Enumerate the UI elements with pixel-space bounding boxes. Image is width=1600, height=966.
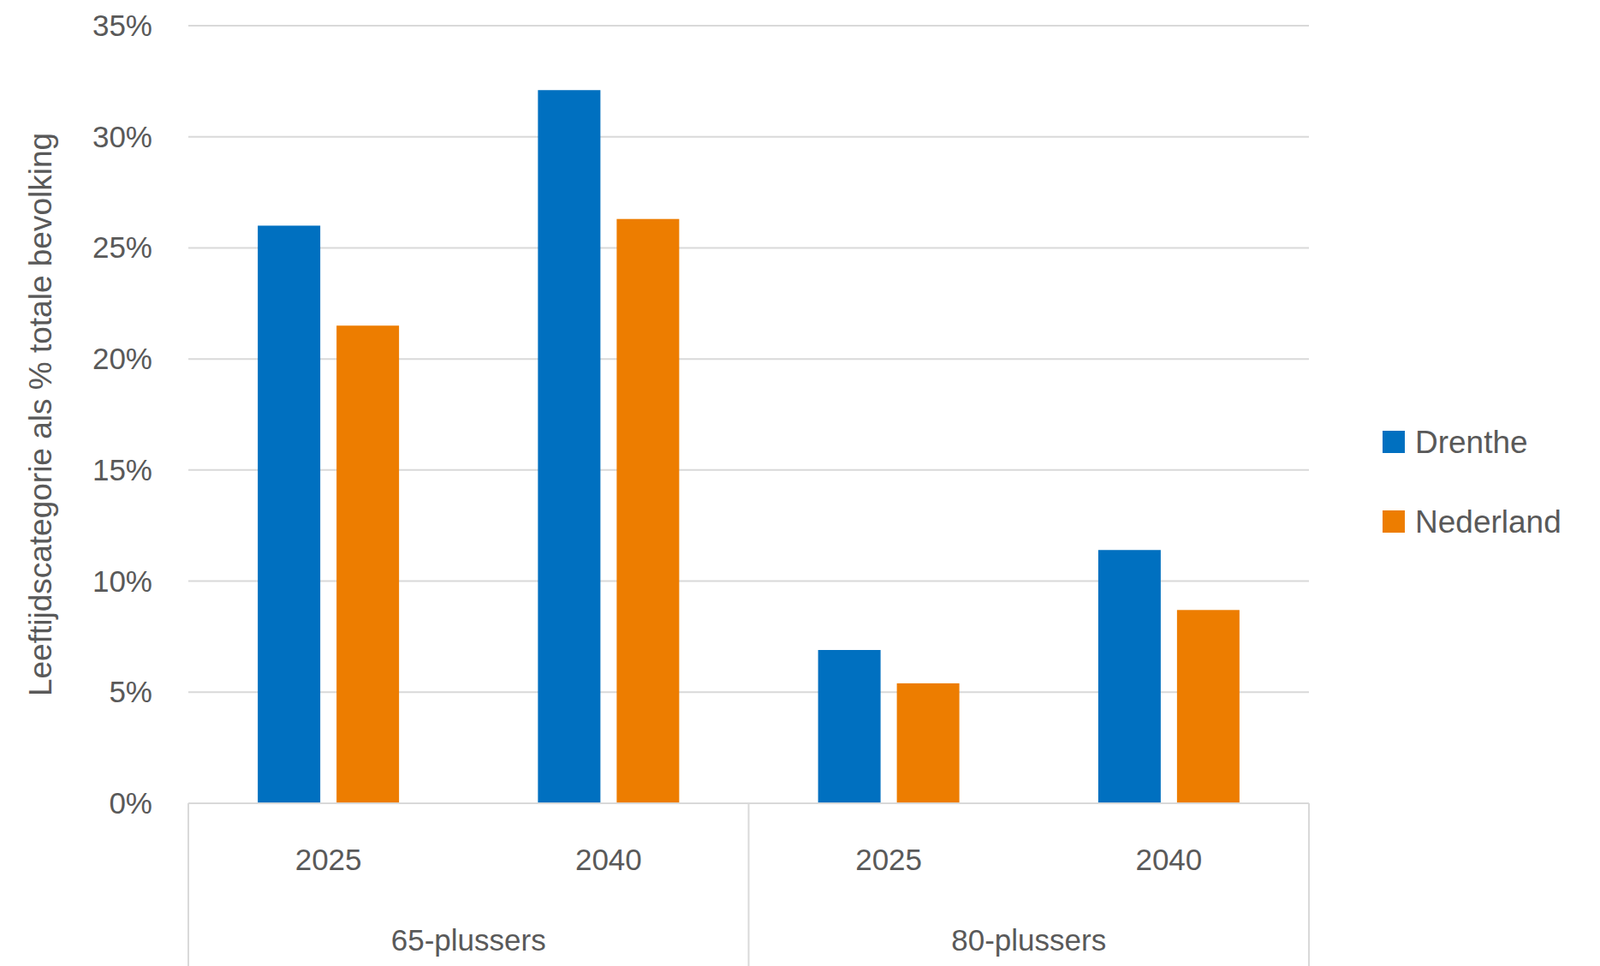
- grid-line: [188, 24, 1309, 27]
- x-tick-label: 2040: [1135, 842, 1202, 876]
- y-tick-label: 0%: [108, 785, 153, 820]
- y-tick-label: 15%: [92, 452, 153, 487]
- legend-label: Drenthe: [1415, 424, 1529, 460]
- x-tick-label: 2025: [855, 842, 922, 876]
- legend-label: Nederland: [1415, 504, 1562, 540]
- bar: [537, 89, 601, 803]
- y-tick-label: 10%: [92, 564, 153, 598]
- x-tick-label: 2025: [295, 842, 363, 876]
- group-divider: [748, 802, 750, 966]
- group-divider: [1308, 802, 1310, 966]
- bar: [616, 219, 679, 803]
- bar: [897, 683, 960, 803]
- y-tick-label: 30%: [92, 119, 153, 154]
- bar: [818, 649, 881, 803]
- y-tick-label: 5%: [108, 674, 153, 708]
- bar: [336, 325, 399, 803]
- bar: [1177, 609, 1240, 803]
- legend-swatch: [1382, 510, 1405, 533]
- y-tick-label: 35%: [92, 8, 153, 42]
- y-tick-label: 20%: [92, 341, 153, 375]
- y-tick-label: 25%: [92, 230, 153, 264]
- grid-line: [188, 136, 1309, 138]
- x-tick-label: 2040: [575, 842, 643, 876]
- legend-swatch: [1382, 430, 1405, 453]
- grid-line: [188, 246, 1309, 249]
- bars: [257, 89, 1240, 803]
- bar: [1098, 549, 1161, 803]
- group-label: 65-plussers: [391, 922, 547, 957]
- bar: [257, 225, 321, 803]
- chart: 0% 5% 10% 15% 20% 25% 30% 35% Leeftijdscategorie…: [0, 0, 1600, 966]
- group-divider: [187, 802, 190, 966]
- y-axis-title: Leeftijdscategorie als % totale bevolkin…: [23, 132, 59, 696]
- group-label: 80-plussers: [951, 922, 1107, 957]
